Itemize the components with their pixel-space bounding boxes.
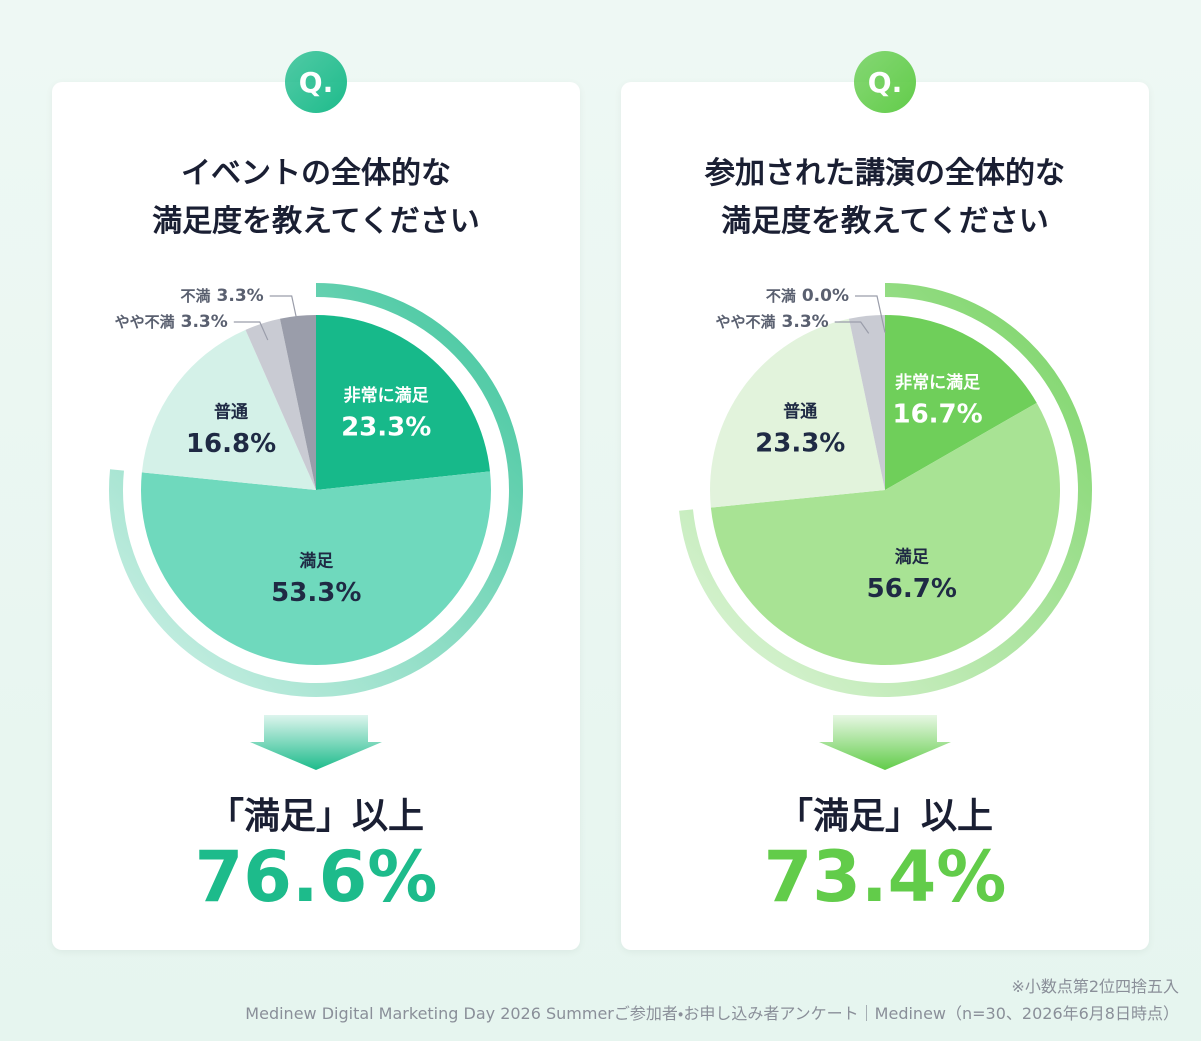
chart-title: イベントの全体的な 満足度を教えてください	[152, 156, 480, 239]
pie-slice	[279, 315, 316, 490]
leader-line	[233, 321, 269, 341]
slice-label: 満足	[895, 546, 929, 567]
badge	[854, 51, 916, 113]
source: Medinew Digital Marketing Day 2026 Summe…	[245, 1004, 1179, 1023]
pie-slice	[316, 315, 491, 490]
slice-label: 満足	[299, 550, 333, 571]
slice-label: 不満	[181, 287, 211, 305]
small-label: やや不満 3.3%	[716, 312, 829, 332]
pie-slice	[141, 329, 316, 490]
footnote: ※小数点第2位四捨五入	[1011, 977, 1179, 996]
value-label: 53.3%	[271, 578, 361, 608]
slice-label: 非常に満足	[344, 385, 429, 406]
value-label: 23.3%	[755, 429, 845, 459]
total-arc	[109, 283, 523, 697]
slice-label: やや不満	[115, 313, 175, 331]
small-label: やや不満 3.3%	[115, 312, 228, 332]
total-value: 76.6%	[195, 836, 438, 918]
pie-slice	[885, 315, 1037, 490]
leader-line	[834, 321, 870, 334]
total-caption: 「満足」以上	[208, 796, 424, 837]
pie-slice	[710, 402, 1060, 665]
pie-slice	[141, 471, 492, 666]
total-arc	[679, 283, 1092, 697]
chart-title: 参加された講演の全体的な 満足度を教えてください	[705, 156, 1065, 239]
value-label: 16.7%	[892, 400, 982, 430]
slice-label: やや不満	[716, 313, 776, 331]
value-label: 16.8%	[186, 429, 276, 459]
value-label: 3.3%	[782, 312, 829, 332]
slice-label: 不満	[766, 287, 796, 305]
small-label: 不満 0.0%	[766, 286, 849, 306]
value-label: 3.3%	[181, 312, 228, 332]
badge	[285, 51, 347, 113]
value-label: 3.3%	[217, 286, 264, 306]
small-label: 不満 3.3%	[181, 286, 264, 306]
pie-slice	[245, 318, 316, 490]
total-caption: 「満足」以上	[777, 796, 993, 837]
value-label: 23.3%	[341, 412, 431, 442]
leader-line	[269, 295, 301, 334]
slice-label: 普通	[783, 401, 818, 422]
arrow	[819, 715, 951, 770]
leader-line	[855, 295, 886, 333]
badge-text: Q.	[299, 66, 333, 99]
slice-label: 非常に満足	[895, 372, 980, 393]
pie-slice	[848, 315, 885, 490]
pie-slice	[709, 318, 885, 508]
value-label: 56.7%	[867, 574, 957, 604]
total-value: 73.4%	[764, 836, 1007, 918]
badge-text: Q.	[868, 66, 902, 99]
arrow	[250, 715, 382, 770]
slice-label: 普通	[214, 401, 249, 422]
value-label: 0.0%	[802, 286, 849, 306]
